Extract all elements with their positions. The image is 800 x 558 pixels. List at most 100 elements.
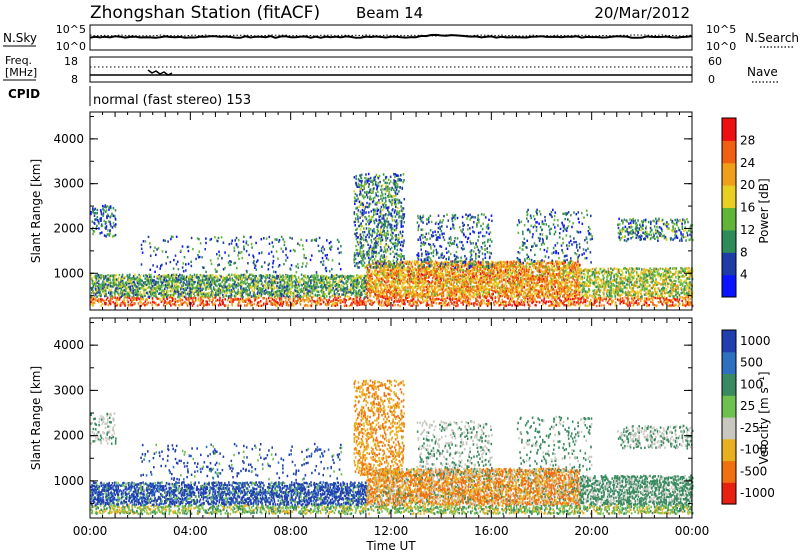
scatter-cell (449, 304, 451, 306)
scatter-cell (243, 276, 245, 278)
scatter-cell (413, 291, 415, 293)
scatter-cell (321, 284, 323, 286)
scatter-cell (327, 282, 329, 284)
scatter-cell (414, 295, 416, 297)
scatter-cell (253, 292, 255, 294)
scatter-cell (168, 294, 170, 296)
scatter-cell (505, 278, 507, 280)
scatter-cell (463, 269, 465, 271)
scatter-cell (204, 304, 206, 306)
scatter-cell (284, 286, 286, 288)
scatter-cell (326, 299, 328, 301)
scatter-cell (588, 296, 590, 298)
scatter-cell (623, 299, 625, 301)
scatter-cell (148, 286, 150, 288)
scatter-cell (580, 301, 582, 303)
scatter-cell (487, 288, 489, 290)
scatter-cell (375, 285, 377, 287)
scatter-cell (381, 281, 383, 283)
scatter-cell (505, 305, 507, 307)
scatter-cell (96, 296, 98, 298)
scatter-cell (194, 281, 196, 283)
scatter-cell (366, 271, 368, 273)
scatter-cell (548, 262, 550, 264)
scatter-cell (120, 291, 122, 293)
scatter-cell (552, 301, 554, 303)
scatter-cell (294, 275, 296, 277)
scatter-cell (274, 287, 276, 289)
scatter-cell (302, 284, 304, 286)
scatter-cell (412, 266, 414, 268)
scatter-cell (413, 298, 415, 300)
scatter-cell (542, 262, 544, 264)
nsky-right-tick-top: 10^5 (706, 23, 736, 36)
scatter-cell (159, 298, 161, 300)
scatter-cell (572, 298, 574, 300)
scatter-cell (629, 301, 631, 303)
scatter-cell (405, 297, 407, 299)
scatter-cell (444, 304, 446, 306)
scatter-cell (260, 287, 262, 289)
scatter-cell (583, 300, 585, 302)
scatter-cell (420, 289, 422, 291)
scatter-cell (163, 296, 165, 298)
scatter-cell (548, 305, 550, 307)
scatter-cell (201, 291, 203, 293)
scatter-cell (502, 299, 504, 301)
scatter-cell (153, 295, 155, 297)
scatter-cell (356, 292, 358, 294)
scatter-cell (211, 301, 213, 303)
date-label: 20/Mar/2012 (594, 4, 690, 22)
scatter-cell (327, 287, 329, 289)
scatter-cell (362, 302, 364, 304)
scatter-cell (524, 269, 526, 271)
scatter-cell (275, 293, 277, 295)
scatter-cell (352, 298, 354, 300)
scatter-cell (476, 285, 478, 287)
scatter-cell (319, 294, 321, 296)
scatter-cell (472, 295, 474, 297)
scatter-cell (668, 305, 670, 307)
scatter-cell (498, 297, 500, 299)
scatter-cell (382, 295, 384, 297)
scatter-cell (238, 304, 240, 306)
scatter-cell (120, 305, 122, 307)
scatter-cell (494, 287, 496, 289)
scatter-cell (244, 280, 246, 282)
scatter-cell (288, 283, 290, 285)
scatter-cell (334, 293, 336, 295)
scatter-cell (452, 271, 454, 273)
scatter-cell (152, 304, 154, 306)
scatter-cell (277, 275, 279, 277)
scatter-cell (485, 292, 487, 294)
scatter-cell (411, 305, 413, 307)
scatter-cell (98, 280, 100, 282)
scatter-cell (341, 278, 343, 280)
scatter-cell (596, 305, 598, 307)
scatter-cell (377, 266, 379, 268)
scatter-cell (386, 300, 388, 302)
scatter-cell (340, 302, 342, 304)
scatter-cell (404, 303, 406, 305)
scatter-cell (306, 289, 308, 291)
scatter-cell (169, 281, 171, 283)
scatter-cell (472, 270, 474, 272)
scatter-cell (332, 287, 334, 289)
scatter-cell (386, 277, 388, 279)
scatter-cell (292, 277, 294, 279)
scatter-cell (290, 288, 292, 290)
scatter-cell (255, 298, 257, 300)
scatter-cell (445, 281, 447, 283)
scatter-cell (367, 294, 369, 296)
scatter-cell (310, 300, 312, 302)
scatter-cell (219, 294, 221, 296)
scatter-cell (311, 279, 313, 281)
scatter-cell (329, 296, 331, 298)
scatter-cell (192, 284, 194, 286)
scatter-cell (470, 283, 472, 285)
scatter-cell (404, 278, 406, 280)
scatter-cell (244, 300, 246, 302)
scatter-cell (678, 302, 680, 304)
scatter-cell (279, 290, 281, 292)
